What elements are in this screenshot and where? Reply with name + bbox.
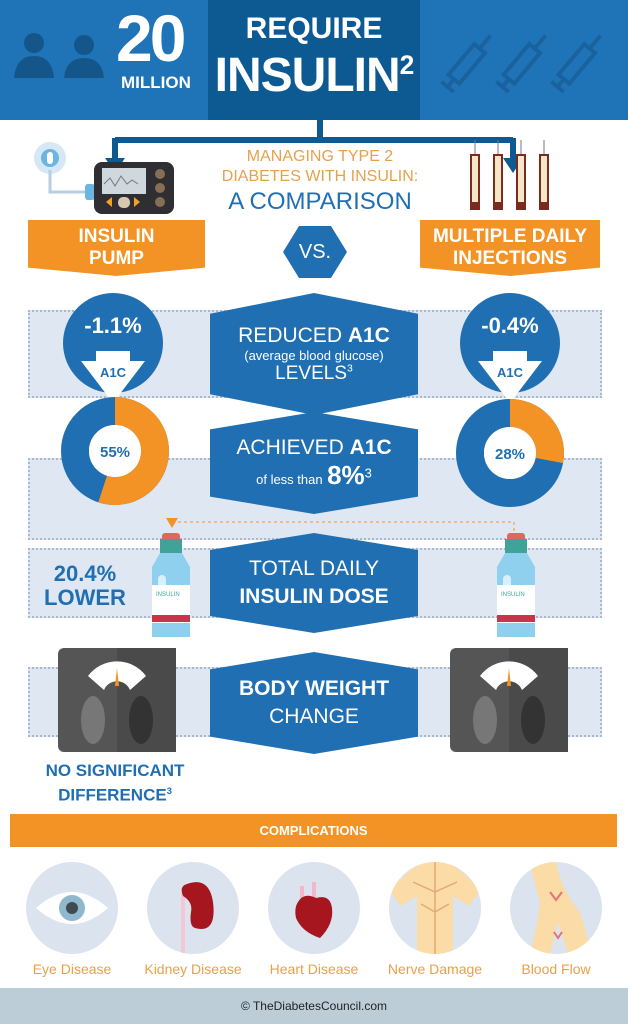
count-unit: MILLION <box>121 73 191 92</box>
arrow-label: A1C <box>100 365 127 380</box>
reduced-a1c-sub: (average blood glucose) <box>244 347 384 363</box>
title-text: REDUCED <box>238 323 348 347</box>
insulin-bottle-left-icon: INSULIN <box>152 533 190 637</box>
title-text: ACHIEVED <box>236 435 350 459</box>
dose-difference: 20.4% LOWER <box>30 562 140 610</box>
donut-left-value: 55% <box>100 444 130 461</box>
insulin-pump-label: INSULIN PUMP <box>28 220 205 276</box>
header-line2: INSULIN2 <box>208 48 420 103</box>
achieved-a1c-hexagon: ACHIEVED A1C of less than 8%3 <box>210 412 418 514</box>
dose-line2: INSULIN DOSE <box>239 585 389 608</box>
title-bold: A1C <box>347 323 390 347</box>
weight-note: NO SIGNIFICANT DIFFERENCE3 <box>20 760 210 806</box>
blood-vessel-icon <box>510 862 602 954</box>
arrow-label: A1C <box>497 365 524 380</box>
footnote: 3 <box>364 465 372 481</box>
body-weight-hexagon: BODY WEIGHT CHANGE <box>210 652 418 754</box>
header-title-box <box>208 0 420 120</box>
note-line2: DIFFERENCE3 <box>20 781 210 806</box>
dose-line1: TOTAL DAILY <box>249 557 379 580</box>
weight-line2: CHANGE <box>269 705 359 728</box>
subtitle-line1: MANAGING TYPE 2 <box>246 148 394 165</box>
donut-left-arc <box>98 397 169 505</box>
complication-label: Nerve Damage <box>387 961 483 977</box>
title-bold: A1C <box>349 435 392 459</box>
complication-label: Blood Flow <box>521 961 591 977</box>
dose-value-label: LOWER <box>44 585 126 610</box>
dose-value: 20.4% <box>53 561 117 586</box>
header-line2-text: INSULIN <box>214 49 401 102</box>
people-icon <box>14 33 104 78</box>
sub-text: of less than <box>256 471 323 487</box>
donut-right-value: 28% <box>495 446 525 463</box>
footnote: 3 <box>166 786 172 796</box>
eye-icon <box>26 862 118 954</box>
header-line1: REQUIRE <box>245 12 383 45</box>
scale-left-icon <box>58 648 176 752</box>
scale-right-icon <box>450 648 568 752</box>
a1c-reduction-left-value: -1.1% <box>84 313 141 338</box>
header-sup: 2 <box>399 50 415 80</box>
complications-header: COMPLICATIONS <box>10 814 617 847</box>
label-line2: PUMP <box>89 248 144 269</box>
reduced-a1c-title: REDUCED A1C <box>238 324 390 348</box>
donut-left: 55% <box>61 397 169 505</box>
complication-label: Eye Disease <box>32 961 112 977</box>
count-number: 20 <box>116 1 186 75</box>
injections-label: MULTIPLE DAILY INJECTIONS <box>420 220 600 276</box>
line3-text: LEVELS <box>275 362 347 384</box>
label-line2: INJECTIONS <box>452 248 568 269</box>
bottle-label: INSULIN <box>156 592 180 598</box>
dose-connector <box>166 518 515 536</box>
footer-copyright: © TheDiabetesCouncil.com <box>0 988 628 1024</box>
label-line1: INSULIN <box>78 226 155 247</box>
insulin-dose-hexagon: TOTAL DAILY INSULIN DOSE <box>210 533 418 633</box>
a1c-reduction-right-value: -0.4% <box>481 313 538 338</box>
donut-right-arc <box>509 399 564 464</box>
a1c-down-arrow-left: -1.1% A1C <box>63 293 163 403</box>
complication-label: Kidney Disease <box>144 961 242 977</box>
achieved-a1c-sub: of less than 8%3 <box>256 460 372 491</box>
heart-icon <box>268 862 360 954</box>
label-line1: MULTIPLE DAILY <box>432 226 588 247</box>
complication-label: Heart Disease <box>269 961 359 977</box>
note-line2-text: DIFFERENCE <box>58 785 167 805</box>
syringes-icon <box>470 140 549 210</box>
a1c-down-arrow-right: -0.4% A1C <box>460 293 560 403</box>
achieved-a1c-title: ACHIEVED A1C <box>236 436 391 460</box>
donut-right: 28% <box>456 399 564 507</box>
insulin-bottle-right-icon: INSULIN <box>497 533 535 637</box>
subtitle-line2: DIABETES WITH INSULIN: <box>221 168 419 185</box>
bottle-label: INSULIN <box>501 592 525 598</box>
footnote: 3 <box>347 363 353 375</box>
note-line1: NO SIGNIFICANT <box>45 761 185 780</box>
target-value: 8% <box>327 459 365 490</box>
kidney-icon <box>147 862 239 954</box>
reduced-a1c-line3: LEVELS3 <box>275 363 353 385</box>
insulin-pump-icon <box>34 142 174 214</box>
nerve-icon <box>389 862 481 954</box>
weight-line1: BODY WEIGHT <box>238 677 390 700</box>
comparison-title: A COMPARISON <box>228 188 412 215</box>
syringes-background-icon <box>440 34 603 94</box>
reduced-a1c-hexagon: REDUCED A1C (average blood glucose) LEVE… <box>210 293 418 415</box>
comparison-subtitle: MANAGING TYPE 2 DIABETES WITH INSULIN: <box>200 147 440 187</box>
branch-arrows <box>105 118 523 173</box>
vs-badge: VS. <box>283 226 347 278</box>
